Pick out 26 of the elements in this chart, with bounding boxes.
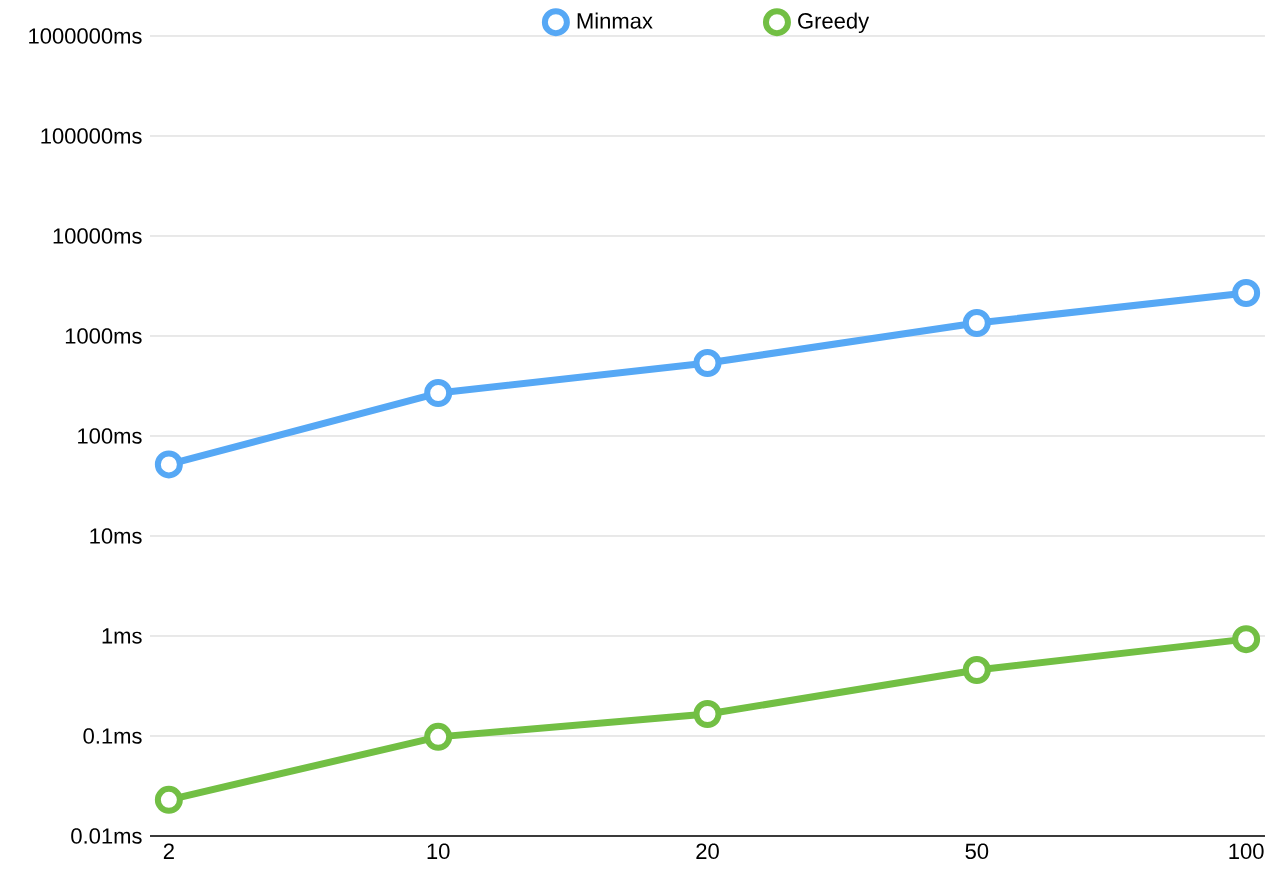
point <box>424 722 453 751</box>
legend-label: Greedy <box>798 12 870 34</box>
legend-label: Minmax <box>577 12 653 29</box>
point <box>962 656 991 684</box>
y-tick-label: 1000000ms <box>29 28 142 44</box>
y-tick-label: 100000ms <box>41 128 142 144</box>
x-tick-label: 10 <box>427 843 450 860</box>
point <box>962 308 991 337</box>
point <box>154 450 183 479</box>
point <box>1232 625 1261 654</box>
y-tick-label: 1000ms <box>65 328 142 344</box>
x-tick-label: 2 <box>163 843 174 859</box>
x-tick-label: 50 <box>965 843 989 860</box>
point <box>424 379 453 408</box>
point <box>154 785 183 814</box>
y-tick-label: 10000ms <box>53 228 142 244</box>
y-tick-label: 10ms <box>90 528 142 544</box>
x-tick-label: 20 <box>696 843 719 860</box>
point <box>1232 278 1261 307</box>
x-tick-label: 100 <box>1229 843 1264 860</box>
point <box>693 348 722 377</box>
y-tick-label: 0.01ms <box>71 828 142 844</box>
y-tick-label: 100ms <box>78 428 142 444</box>
y-tick-label: 1ms <box>102 628 142 644</box>
point <box>693 699 722 728</box>
y-tick-label: 0.1ms <box>83 728 142 744</box>
